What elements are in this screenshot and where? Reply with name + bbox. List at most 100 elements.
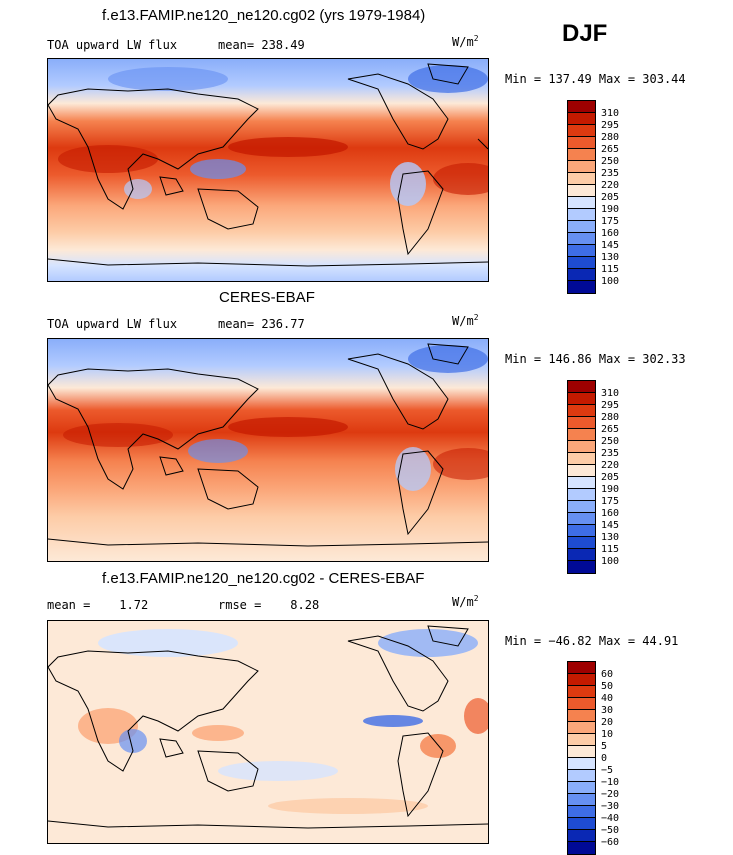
- units-exponent: 2: [473, 34, 479, 43]
- colorbar-level-label: 295: [601, 120, 620, 131]
- panel2-map: [47, 338, 489, 562]
- panel2-colorbar: [567, 380, 596, 574]
- colorbar-level-label: −5: [601, 765, 614, 776]
- colorbar-swatch: [568, 746, 595, 758]
- colorbar-swatch: [568, 818, 595, 830]
- colorbar-swatch: [568, 782, 595, 794]
- colorbar-level-label: 20: [601, 717, 614, 728]
- colorbar-swatch: [568, 722, 595, 734]
- panel1-title: f.e13.FAMIP.ne120_ne120.cg02 (yrs 1979-1…: [102, 7, 426, 24]
- colorbar-level-label: 160: [601, 508, 620, 519]
- colorbar-level-label: 175: [601, 216, 620, 227]
- colorbar-level-label: 40: [601, 693, 614, 704]
- colorbar-swatch: [568, 453, 595, 465]
- panel1-map-canvas: [48, 59, 488, 281]
- colorbar-swatch: [568, 257, 595, 269]
- units-exponent: 2: [473, 594, 479, 603]
- colorbar-level-label: −60: [601, 837, 620, 848]
- colorbar-level-label: 235: [601, 448, 620, 459]
- panel1-colorbar-labels: 310 295 280 265 250 235 220 205 190 175 160 145 130 1…: [601, 108, 619, 288]
- colorbar-swatch: [568, 269, 595, 281]
- panel3-rmse-label: rmse = 8.28: [218, 598, 319, 612]
- colorbar-level-label: −30: [601, 801, 620, 812]
- colorbar-level-label: 130: [601, 252, 620, 263]
- colorbar-level-label: 205: [601, 192, 620, 203]
- colorbar-level-label: 250: [601, 156, 620, 167]
- colorbar-swatch: [568, 125, 595, 137]
- colorbar-level-label: −20: [601, 789, 620, 800]
- colorbar-swatch: [568, 734, 595, 746]
- colorbar-swatch: [568, 281, 595, 293]
- colorbar-level-label: 265: [601, 144, 620, 155]
- panel3-minmax: Min = −46.82 Max = 44.91: [505, 634, 679, 648]
- colorbar-swatch: [568, 842, 595, 854]
- colorbar-swatch: [568, 185, 595, 197]
- colorbar-swatch: [568, 806, 595, 818]
- panel2-mean-label: mean= 236.77: [218, 317, 305, 331]
- colorbar-level-label: 0: [601, 753, 608, 764]
- colorbar-swatch: [568, 197, 595, 209]
- colorbar-swatch: [568, 513, 595, 525]
- panel2-title: CERES-EBAF: [219, 289, 315, 306]
- panel3-map-canvas: [48, 621, 488, 843]
- colorbar-level-label: 280: [601, 412, 620, 423]
- colorbar-level-label: 220: [601, 180, 620, 191]
- colorbar-swatch: [568, 525, 595, 537]
- panel1-mean-key: mean=: [218, 38, 255, 52]
- units-base: W/m: [452, 595, 474, 609]
- panel2-colorbar-labels: 310 295 280 265 250 235 220 205 190 175 160 145 130 1…: [601, 388, 619, 568]
- colorbar-swatch: [568, 465, 595, 477]
- panel3-colorbar: [567, 661, 596, 855]
- colorbar-swatch: [568, 221, 595, 233]
- panel2-minmax: Min = 146.86 Max = 302.33: [505, 352, 686, 366]
- colorbar-swatch: [568, 477, 595, 489]
- colorbar-swatch: [568, 441, 595, 453]
- panel1-mean-label: mean= 238.49: [218, 38, 305, 52]
- colorbar-swatch: [568, 489, 595, 501]
- panel1-minmax: Min = 137.49 Max = 303.44: [505, 72, 686, 86]
- colorbar-swatch: [568, 209, 595, 221]
- colorbar-level-label: 190: [601, 204, 620, 215]
- colorbar-level-label: 220: [601, 460, 620, 471]
- colorbar-swatch: [568, 161, 595, 173]
- colorbar-swatch: [568, 113, 595, 125]
- colorbar-level-label: 5: [601, 741, 608, 752]
- colorbar-level-label: 235: [601, 168, 620, 179]
- colorbar-level-label: 30: [601, 705, 614, 716]
- colorbar-level-label: 115: [601, 544, 620, 555]
- colorbar-level-label: 160: [601, 228, 620, 239]
- colorbar-swatch: [568, 549, 595, 561]
- colorbar-swatch: [568, 561, 595, 573]
- panel2-variable-label: TOA upward LW flux: [47, 317, 178, 331]
- panel3-colorbar-labels: 60 50 40 30 20 10 5 0 −5 −10 −20 −30 −40 −50 −60: [601, 669, 619, 849]
- colorbar-swatch: [568, 686, 595, 698]
- colorbar-swatch: [568, 233, 595, 245]
- colorbar-swatch: [568, 674, 595, 686]
- colorbar-swatch: [568, 393, 595, 405]
- colorbar-level-label: 10: [601, 729, 614, 740]
- panel3-rmse-key: rmse =: [218, 598, 262, 612]
- colorbar-swatch: [568, 537, 595, 549]
- colorbar-level-label: 280: [601, 132, 620, 143]
- colorbar-swatch: [568, 830, 595, 842]
- colorbar-swatch: [568, 758, 595, 770]
- colorbar-level-label: 190: [601, 484, 620, 495]
- colorbar-level-label: 145: [601, 240, 620, 251]
- colorbar-swatch: [568, 245, 595, 257]
- panel2-units: W/m2: [452, 313, 479, 328]
- colorbar-level-label: 250: [601, 436, 620, 447]
- colorbar-swatch: [568, 417, 595, 429]
- colorbar-level-label: 310: [601, 388, 620, 399]
- colorbar-level-label: 50: [601, 681, 614, 692]
- panel3-rmse-value: 8.28: [290, 598, 320, 612]
- colorbar-level-label: 100: [601, 556, 620, 567]
- panel1-map: [47, 58, 489, 282]
- colorbar-swatch: [568, 662, 595, 674]
- panel2-map-canvas: [48, 339, 488, 561]
- colorbar-level-label: 265: [601, 424, 620, 435]
- units-base: W/m: [452, 314, 474, 328]
- panel1-units: W/m2: [452, 34, 479, 49]
- colorbar-level-label: 175: [601, 496, 620, 507]
- colorbar-swatch: [568, 173, 595, 185]
- colorbar-swatch: [568, 149, 595, 161]
